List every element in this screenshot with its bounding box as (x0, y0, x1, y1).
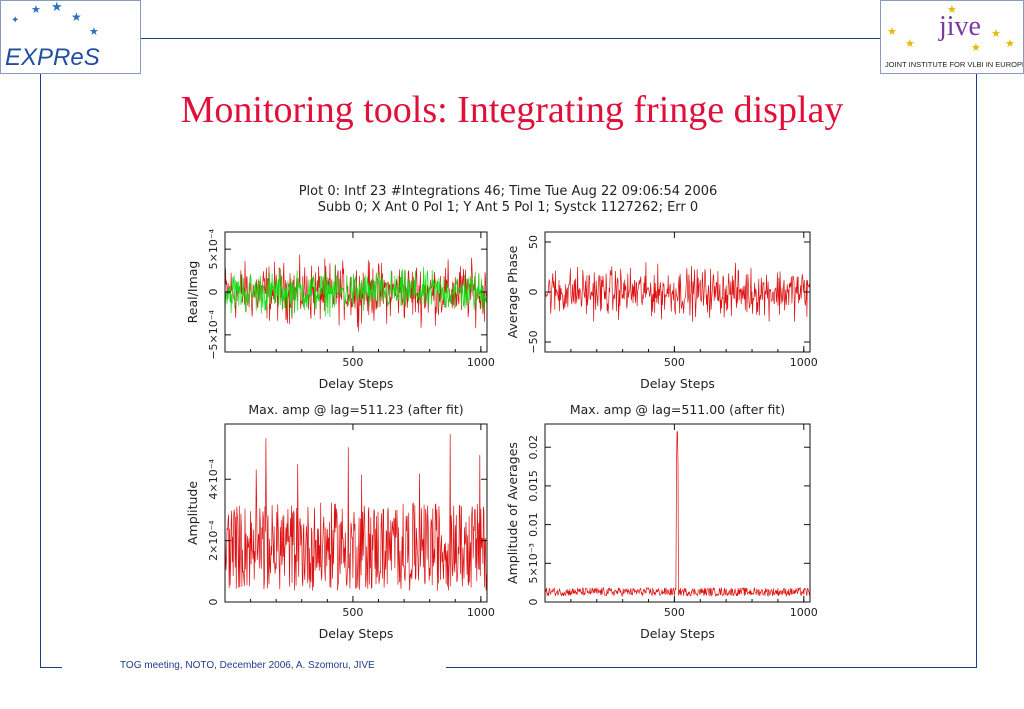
svg-text:★: ★ (1005, 38, 1015, 50)
svg-text:★: ★ (71, 10, 82, 24)
series-2-line (224, 266, 487, 318)
y-tick-label: 0 (527, 599, 540, 606)
svg-text:✦: ✦ (11, 15, 19, 26)
expres-logo: ✦ ★ ★ ★ ★ EXPReS (0, 0, 141, 74)
right-rule (976, 74, 977, 668)
svg-text:★: ★ (971, 42, 981, 54)
figure-header-line1: Plot 0: Intf 23 #Integrations 46; Time T… (299, 184, 718, 199)
svg-text:★: ★ (905, 38, 915, 50)
y-tick-label: 2×10⁻⁴ (207, 520, 220, 561)
series-1-line (544, 431, 810, 598)
x-tick-label: 500 (342, 606, 363, 619)
y-tick-label: −5×10⁻⁴ (207, 309, 220, 359)
plot-frame (224, 423, 488, 603)
y-tick-label: −50 (527, 330, 540, 353)
svg-text:★: ★ (991, 28, 1001, 40)
x-tick-label: 1000 (467, 606, 495, 619)
y-tick-label: 50 (527, 235, 540, 249)
x-tick-label: 500 (664, 356, 685, 369)
fringe-plots-svg: Plot 0: Intf 23 #Integrations 46; Time T… (185, 184, 818, 641)
x-axis-title: Delay Steps (319, 376, 394, 391)
y-tick-label: 4×10⁻⁴ (207, 458, 220, 499)
fringe-display: Plot 0: Intf 23 #Integrations 46; Time T… (178, 172, 838, 660)
slide-title: Monitoring tools: Integrating fringe dis… (180, 89, 844, 131)
footer-text: TOG meeting, NOTO, December 2006, A. Szo… (120, 660, 375, 671)
plot-4 (544, 423, 811, 603)
y-tick-label: 0 (527, 289, 540, 296)
jive-logo-text: jive (938, 11, 981, 42)
x-tick-label: 1000 (790, 356, 818, 369)
plot-2 (544, 231, 811, 353)
y-tick-label: 0.015 (527, 470, 540, 502)
y-axis-title: Average Phase (505, 245, 520, 338)
top-rule (141, 38, 880, 39)
x-tick-label: 1000 (467, 356, 495, 369)
y-tick-label: 0.02 (527, 435, 540, 460)
plot-3 (224, 423, 488, 603)
plot-1 (224, 231, 488, 353)
x-tick-label: 1000 (790, 606, 818, 619)
figure-header-line2: Subb 0; X Ant 0 Pol 1; Y Ant 5 Pol 1; Sy… (318, 200, 698, 215)
left-rule (40, 74, 41, 668)
y-axis-title: Amplitude of Averages (505, 442, 520, 584)
y-tick-label: 0 (207, 289, 220, 296)
x-tick-label: 500 (342, 356, 363, 369)
x-axis-title: Delay Steps (640, 376, 715, 391)
svg-text:★: ★ (947, 4, 957, 16)
x-tick-label: 500 (664, 606, 685, 619)
plot-title: Max. amp @ lag=511.23 (after fit) (248, 402, 463, 417)
bottom-rule-right (446, 667, 977, 668)
y-tick-label: 5×10⁻³ (527, 543, 540, 583)
y-tick-label: 0.01 (527, 512, 540, 537)
series-1-line (224, 434, 487, 591)
bottom-rule-left (40, 667, 62, 668)
svg-text:★: ★ (887, 26, 897, 38)
svg-text:★: ★ (31, 4, 41, 16)
y-tick-label: 5×10⁻⁴ (207, 228, 220, 269)
x-axis-title: Delay Steps (640, 626, 715, 641)
jive-logo-caption: JOINT INSTITUTE FOR VLBI IN EUROPE (885, 60, 1023, 69)
series-1-line (544, 262, 810, 322)
svg-text:★: ★ (51, 1, 63, 14)
expres-logo-text: EXPReS (5, 44, 100, 71)
y-tick-label: 0 (207, 599, 220, 606)
star-icon: ✦ ★ ★ ★ ★ (11, 0, 99, 38)
x-axis-title: Delay Steps (319, 626, 394, 641)
plot-title: Max. amp @ lag=511.00 (after fit) (570, 402, 785, 417)
star-icon: ★ ★ ★ ★ ★ ★ (887, 4, 1015, 54)
jive-logo: ★ ★ ★ ★ ★ ★ jive JOINT INSTITUTE FOR VLB… (880, 0, 1024, 74)
y-axis-title: Real/Imag (185, 261, 200, 324)
plot-frame (544, 423, 811, 603)
svg-text:★: ★ (89, 26, 99, 38)
y-axis-title: Amplitude (185, 481, 200, 545)
